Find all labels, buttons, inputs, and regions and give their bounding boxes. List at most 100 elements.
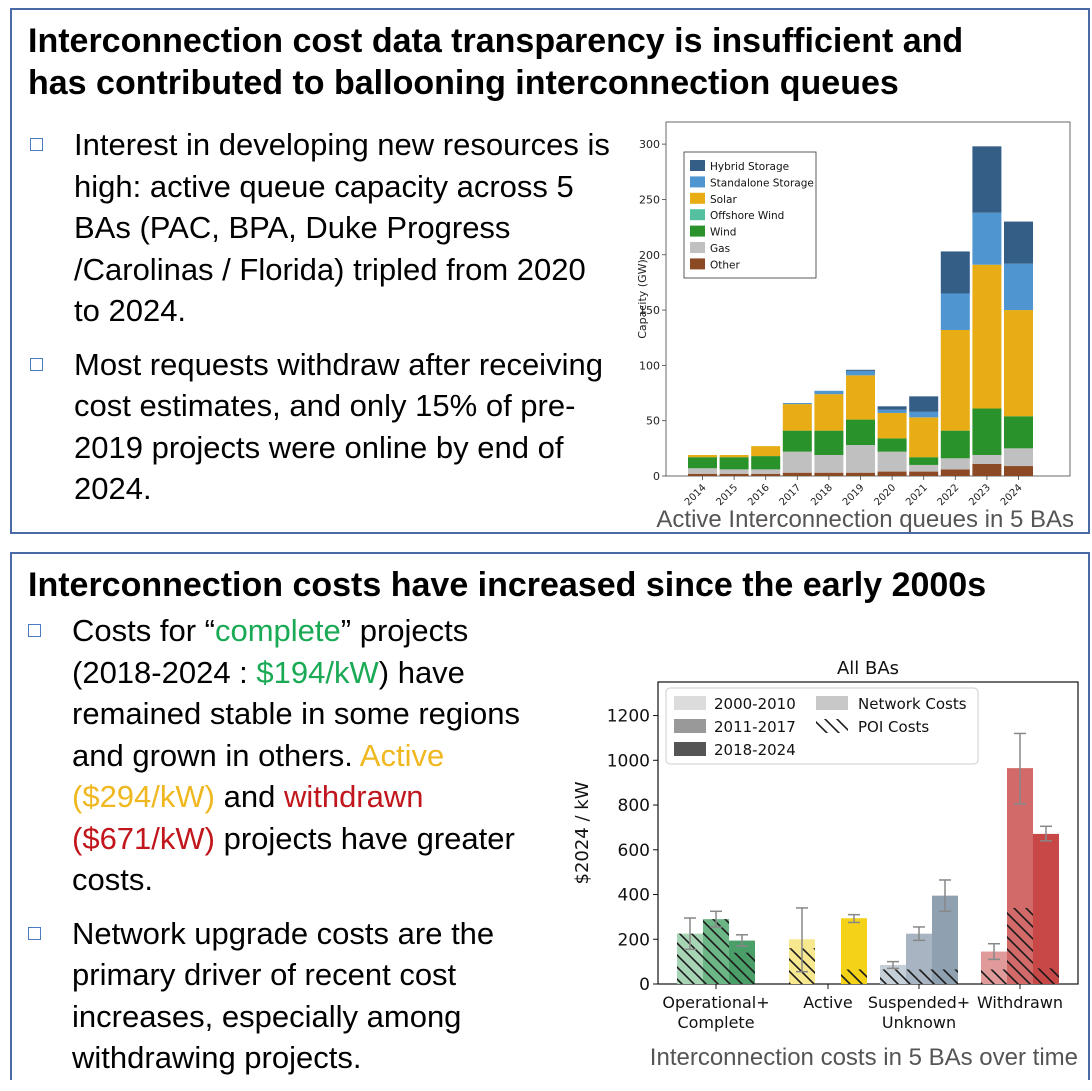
b1-part1: Costs for “ xyxy=(72,613,215,648)
bottom-bullet-1: Costs for “complete” projects (2018-2024… xyxy=(28,610,558,901)
x-tick-label: 2014 xyxy=(683,482,709,508)
bar-segment xyxy=(846,375,875,420)
bar-segment xyxy=(719,473,749,476)
bar-segment xyxy=(1004,416,1033,449)
legend-label: POI Costs xyxy=(858,718,929,736)
chart2-title: All BAs xyxy=(837,658,899,679)
legend-label: Network Costs xyxy=(858,695,967,713)
x-tick-label: 2020 xyxy=(872,482,898,508)
bar-segment xyxy=(782,472,812,476)
poi-hatch xyxy=(729,952,755,984)
legend-label: Wind xyxy=(710,227,736,239)
poi-hatch xyxy=(880,969,906,984)
y-tick-label: 50 xyxy=(646,415,660,428)
top-title-line1: Interconnection cost data transparency i… xyxy=(28,22,964,60)
top-caption: Active Interconnection queues in 5 BAs xyxy=(656,506,1074,533)
bar-segment xyxy=(846,369,875,371)
x-tick-label: 2019 xyxy=(841,482,867,508)
legend-swatch xyxy=(690,209,705,221)
bar-segment xyxy=(909,396,939,412)
bar-segment xyxy=(972,408,1002,455)
top-bullet-1-text: Interest in developing new resources is … xyxy=(74,127,610,328)
bar-segment xyxy=(814,390,844,395)
y-tick-label: 150 xyxy=(639,304,660,317)
legend-label: 2000-2010 xyxy=(714,695,796,713)
bar-segment xyxy=(814,454,844,473)
bar-segment xyxy=(972,454,1002,464)
y-axis-label: $2024 / kW xyxy=(572,781,593,884)
bar-segment xyxy=(909,471,939,476)
bar-segment xyxy=(814,472,844,476)
bar-segment xyxy=(940,430,970,459)
x-tick-label: Suspended+ xyxy=(868,993,970,1012)
bar-segment xyxy=(751,473,781,476)
poi-hatch xyxy=(932,969,958,984)
bar-segment xyxy=(940,293,970,330)
b1-complete: complete xyxy=(214,613,341,648)
x-tick-label: Active xyxy=(803,993,853,1012)
bottom-bullet-2: Network upgrade costs are the primary dr… xyxy=(28,913,558,1079)
bar-segment xyxy=(814,394,844,431)
y-tick-label: 250 xyxy=(639,193,660,206)
bar-segment xyxy=(940,469,970,476)
bullet-square-icon xyxy=(28,624,41,637)
bar-segment xyxy=(877,471,907,476)
x-tick-label: 2024 xyxy=(999,482,1025,508)
y-tick-label: 0 xyxy=(639,975,650,995)
legend-swatch xyxy=(690,242,705,253)
chart2-legend: 2000-2010 2011-2017 2018-2024 Network Costs… xyxy=(665,687,979,765)
y-tick-label: 1000 xyxy=(607,751,650,771)
legend-swatch xyxy=(816,719,848,733)
bar-segment xyxy=(1004,221,1033,264)
bar-segment xyxy=(782,404,812,431)
chart1-legend: Hybrid Storage Standalone Storage Solar Off… xyxy=(683,151,817,279)
x-tick-label: 2015 xyxy=(714,482,740,508)
bar-segment xyxy=(846,445,875,473)
legend-frame xyxy=(683,151,817,279)
poi-hatch xyxy=(841,969,867,984)
interconnection-cost-chart: All BAs 0 200 400 600 800 1000 1200 $2024 / kW Op… xyxy=(572,658,1079,1032)
bar-segment xyxy=(972,146,1002,213)
legend-swatch xyxy=(690,225,705,237)
bar-segment xyxy=(909,464,939,472)
top-panel: Interconnection cost data transparency i… xyxy=(10,8,1090,534)
bar-segment xyxy=(877,406,907,410)
bar-segment xyxy=(688,454,717,458)
bar-segment xyxy=(782,451,812,473)
top-bullet-2-text: Most requests withdraw after receiving c… xyxy=(74,346,603,507)
poi-hatch xyxy=(906,969,932,984)
bar-segment xyxy=(719,469,749,474)
b1-part3: ) have remained stable in some regions a… xyxy=(72,654,521,773)
legend-label: 2011-2017 xyxy=(714,718,796,736)
bar-segment xyxy=(782,430,812,452)
legend-label: Offshore Wind xyxy=(710,210,784,222)
y-tick-label: 1200 xyxy=(607,707,650,727)
legend-swatch xyxy=(674,696,706,710)
bar-segment xyxy=(877,451,907,472)
bar-segment xyxy=(1004,466,1033,476)
b1-part4: projects have greater costs. xyxy=(72,820,515,898)
poi-hatch xyxy=(1033,968,1059,984)
y-tick-label: 0 xyxy=(653,470,660,483)
bar-segment xyxy=(940,251,970,294)
legend-label: Standalone Storage xyxy=(710,177,814,189)
y-tick-label: 100 xyxy=(639,359,660,372)
legend-swatch xyxy=(674,719,706,733)
x-tick-label: 2021 xyxy=(904,482,930,508)
bar-segment xyxy=(846,472,875,476)
y-tick-label: 600 xyxy=(618,841,650,861)
legend-label: Solar xyxy=(710,194,737,206)
top-bullet-1: Interest in developing new resources is … xyxy=(30,124,618,332)
poi-hatch xyxy=(703,919,729,984)
bar-segment xyxy=(877,438,907,452)
bar-segment xyxy=(719,454,749,458)
bottom-caption: Interconnection costs in 5 BAs over time xyxy=(649,1044,1078,1071)
bottom-bullet-2-text: Network upgrade costs are the primary dr… xyxy=(72,915,495,1076)
bullet-square-icon xyxy=(30,138,43,151)
top-bullets: Interest in developing new resources is … xyxy=(30,124,618,522)
x-tick-label: 2022 xyxy=(936,482,962,508)
legend-swatch xyxy=(690,160,705,171)
bar-segment xyxy=(877,412,907,439)
x-tick-label: 2018 xyxy=(809,482,835,508)
